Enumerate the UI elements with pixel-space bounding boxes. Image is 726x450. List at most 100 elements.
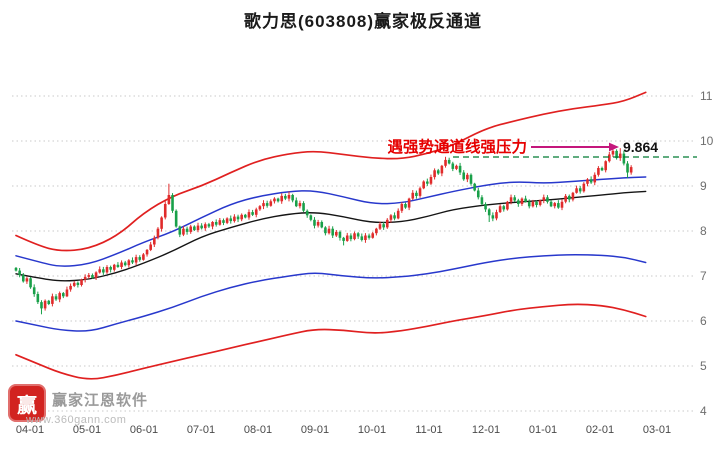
- pressure-annotation-text: 遇强势通道线强压力: [387, 137, 527, 156]
- candle-body: [480, 197, 484, 205]
- candle-body: [451, 163, 455, 169]
- candle-body: [327, 228, 331, 234]
- candle-body: [458, 165, 462, 173]
- candle-body: [320, 222, 324, 228]
- x-axis-tick-label: 04-01: [16, 424, 44, 436]
- candle-body: [440, 165, 444, 174]
- candle-body: [233, 216, 236, 222]
- candle-body: [316, 222, 320, 226]
- candle-body: [473, 183, 476, 191]
- candle-body: [313, 219, 316, 226]
- candle-body: [203, 224, 207, 229]
- candle-body: [254, 209, 258, 215]
- candle-body: [345, 235, 349, 241]
- candle-body: [225, 218, 229, 223]
- candle-body: [535, 201, 538, 205]
- candle-body: [273, 198, 276, 202]
- candle-body: [378, 224, 382, 229]
- candle-body: [211, 222, 214, 227]
- candle-body: [604, 161, 607, 171]
- candle-body: [185, 228, 189, 232]
- x-axis-tick-label: 08-01: [244, 424, 272, 436]
- candle-body: [498, 206, 502, 213]
- x-axis-tick-label: 06-01: [130, 424, 158, 436]
- candle-body: [240, 214, 243, 220]
- candle-body: [174, 210, 178, 227]
- candle-body: [309, 215, 313, 220]
- candle-body: [163, 204, 167, 218]
- candle-body: [622, 153, 626, 164]
- candle-body: [415, 192, 418, 196]
- candle-body: [353, 233, 356, 240]
- candle-body: [553, 203, 557, 207]
- candle-body: [349, 235, 353, 240]
- candle-body: [356, 233, 360, 237]
- x-axis-tick-label: 12-01: [472, 424, 500, 436]
- y-axis-tick-label: 5: [700, 359, 707, 373]
- y-axis-tick-label: 11: [700, 89, 713, 103]
- candle-body: [527, 201, 531, 207]
- candle-body: [324, 227, 327, 234]
- channel-lines: [15, 91, 647, 380]
- candle-body: [615, 150, 618, 159]
- candle-body: [291, 195, 294, 201]
- candle-body: [43, 300, 47, 309]
- candle-body: [426, 181, 429, 184]
- candle-body: [280, 195, 284, 202]
- candle-body: [189, 226, 193, 232]
- candle-body: [429, 177, 433, 184]
- candle-body: [389, 215, 393, 220]
- candle-body: [618, 153, 622, 159]
- watermark: 赢 赢家江恩软件 www.360gann.com: [0, 380, 260, 440]
- x-axis-tick-label: 07-01: [187, 424, 215, 436]
- candle-body: [444, 159, 447, 166]
- candle-body: [375, 228, 378, 234]
- candle-body: [149, 244, 152, 250]
- candle-body: [546, 197, 549, 202]
- candle-body: [509, 197, 513, 202]
- candle-body: [21, 275, 25, 282]
- brand-logo: 赢: [8, 384, 46, 422]
- candle-body: [145, 249, 149, 255]
- gridlines: [12, 95, 694, 412]
- y-axis-tick-label: 8: [700, 224, 707, 238]
- y-axis-tick-label: 9: [700, 179, 707, 193]
- x-axis-tick-label: 02-01: [586, 424, 614, 436]
- candle-body: [25, 278, 29, 282]
- candle-body: [629, 167, 633, 173]
- candle-body: [222, 220, 225, 223]
- candle-body: [335, 231, 338, 236]
- candle-body: [102, 269, 105, 273]
- candle-body: [134, 257, 138, 263]
- candle-body: [520, 198, 524, 204]
- candle-body: [54, 296, 58, 300]
- x-axis-tick-label: 09-01: [301, 424, 329, 436]
- candle-body: [105, 267, 109, 273]
- candle-body: [404, 204, 407, 208]
- candle-body: [193, 226, 196, 231]
- candle-body: [338, 231, 342, 238]
- candle-body: [91, 275, 94, 278]
- candle-body: [287, 195, 291, 199]
- candle-body: [98, 269, 102, 273]
- candle-body: [131, 260, 134, 263]
- candle-body: [29, 278, 32, 288]
- candle-body: [76, 282, 80, 285]
- candle-body: [567, 195, 571, 200]
- channel-line-lower-extreme-red: [15, 303, 647, 380]
- candle-body: [294, 200, 298, 207]
- candle-body: [258, 206, 262, 210]
- candle-body: [506, 201, 509, 210]
- candle-body: [94, 272, 98, 278]
- page-title: 歌力思(603808)赢家极反通道: [243, 12, 483, 31]
- candle-body: [626, 163, 629, 173]
- candle-body: [575, 188, 578, 193]
- candle-body: [65, 289, 69, 297]
- candle-body: [58, 293, 61, 300]
- candle-body: [491, 215, 495, 219]
- candle-body: [127, 260, 131, 266]
- candle-body: [600, 168, 604, 171]
- x-axis-tick-label: 01-01: [529, 424, 557, 436]
